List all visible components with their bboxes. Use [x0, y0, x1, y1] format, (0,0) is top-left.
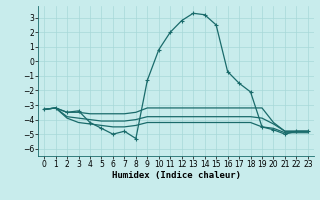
X-axis label: Humidex (Indice chaleur): Humidex (Indice chaleur) [111, 171, 241, 180]
